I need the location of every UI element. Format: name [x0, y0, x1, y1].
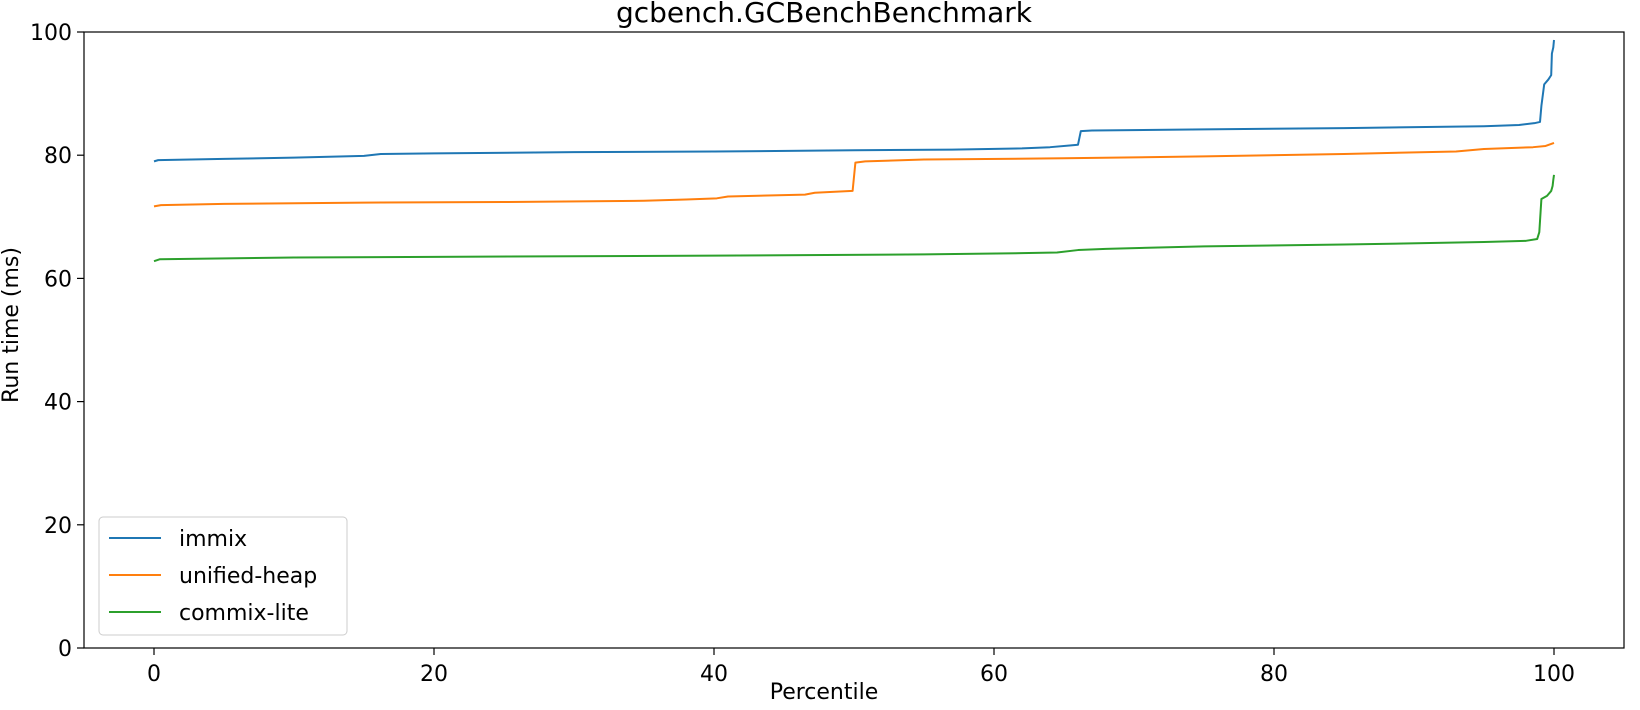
series-line-unified-heap	[153, 141, 1555, 208]
x-tick-label: 80	[1260, 662, 1288, 687]
y-axis-label: Run time (ms)	[0, 247, 24, 403]
plot-frame	[83, 31, 1625, 649]
series-line-immix	[153, 39, 1555, 163]
y-tick-label: 0	[58, 637, 72, 662]
series-layer	[153, 39, 1555, 263]
y-tick-label: 60	[44, 267, 72, 292]
x-tick-label: 20	[420, 662, 448, 687]
series-line-commix-lite	[153, 174, 1555, 263]
y-tick-label: 20	[44, 514, 72, 539]
x-axis-label: Percentile	[770, 680, 879, 705]
legend-label-unified-heap: unified-heap	[179, 564, 317, 589]
x-tick-label: 60	[980, 662, 1008, 687]
legend: immix unified-heap commix-lite	[98, 516, 348, 636]
legend-label-immix: immix	[179, 527, 247, 552]
legend-box	[98, 516, 348, 636]
x-tick-label: 0	[147, 662, 161, 687]
y-tick-label: 100	[30, 21, 72, 46]
ticks-layer: 0 20 40 60 80 100 0 20 40 60 80 100	[30, 21, 1575, 687]
x-tick-label: 40	[700, 662, 728, 687]
x-tick-label: 100	[1533, 662, 1575, 687]
chart-title: gcbench.GCBenchBenchmark	[616, 0, 1033, 29]
legend-label-commix-lite: commix-lite	[179, 601, 309, 626]
y-tick-label: 80	[44, 144, 72, 169]
y-tick-label: 40	[44, 391, 72, 416]
